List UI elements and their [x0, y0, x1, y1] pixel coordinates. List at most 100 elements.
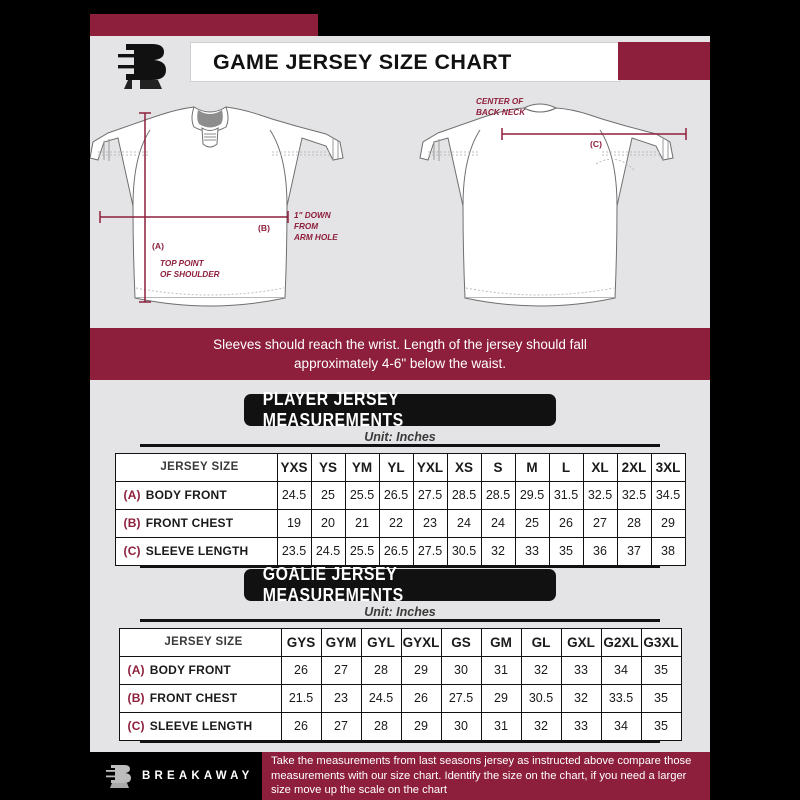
measurement-cell: 33.5: [600, 683, 642, 713]
measurement-cell: 24.5: [360, 683, 402, 713]
measurement-cell: 27.5: [412, 536, 448, 566]
size-header-cell: L: [548, 452, 584, 482]
table-header-row: JERSEY SIZE YXS YS YM YL YXL XS S M L XL 2XL 3XL: [114, 452, 686, 482]
measurement-cell: 24: [446, 508, 482, 538]
measurement-cell: 31: [480, 711, 522, 741]
measurement-cell: 38: [650, 536, 686, 566]
goalie-measurements-table: JERSEY SIZE GYS GYM GYL GYXL GS GM GL GXL G2XL G3X…: [118, 627, 682, 741]
measurement-cell: 27: [320, 711, 362, 741]
measurement-cell: 25: [514, 508, 550, 538]
measurement-cell: 23.5: [276, 536, 312, 566]
measurement-cell: 24.5: [276, 480, 312, 510]
measurement-cell: 30.5: [446, 536, 482, 566]
front-b-marker: (B): [258, 223, 270, 233]
measurement-cell: 29: [650, 508, 686, 538]
row-label: (C) SLEEVE LENGTH: [114, 536, 278, 566]
row-marker: (A): [123, 488, 141, 502]
page-title-box: GAME JERSEY SIZE CHART: [190, 42, 620, 82]
measurement-cell: 32.5: [616, 480, 652, 510]
top-bar-maroon: [90, 14, 318, 36]
measurement-cell: 35: [640, 711, 682, 741]
table-row: (C) SLEEVE LENGTH 26 27 28 29 30 31 32 33 34 35: [118, 711, 682, 741]
measurement-cell: 30.5: [520, 683, 562, 713]
measurement-cell: 29: [400, 655, 442, 685]
measurement-cell: 26.5: [378, 536, 414, 566]
back-measure-lines: [501, 128, 687, 140]
measurement-cell: 37: [616, 536, 652, 566]
top-bar-black: [318, 14, 710, 36]
size-header-cell: GYL: [360, 627, 402, 657]
front-b-text-3: ARM HOLE: [293, 233, 338, 242]
measurement-cell: 27.5: [440, 683, 482, 713]
size-header-cell: XS: [446, 452, 482, 482]
measurement-cell: 25: [310, 480, 346, 510]
size-header-cell: 2XL: [616, 452, 652, 482]
table-row: (B) FRONT CHEST 19 20 21 22 23 24 24 25 26 27 28 29: [114, 508, 686, 538]
front-measure-lines: [99, 112, 289, 303]
player-heading-text: PLAYER JERSEY MEASUREMENTS: [262, 389, 404, 430]
measurement-cell: 26: [280, 655, 322, 685]
row-label: (C) SLEEVE LENGTH: [118, 711, 282, 741]
size-header-cell: YL: [378, 452, 414, 482]
table-row: (B) FRONT CHEST 21.5 23 24.5 26 27.5 29 30.5 32 33…: [118, 683, 682, 713]
measurement-cell: 36: [582, 536, 618, 566]
table-row: (A) BODY FRONT 24.5 25 25.5 26.5 27.5 28.5 28.5 2…: [114, 480, 686, 510]
size-header-cell: YXS: [276, 452, 312, 482]
player-table-botline: [140, 565, 660, 568]
back-c-marker: (C): [590, 139, 602, 149]
measurement-cell: 28: [360, 711, 402, 741]
size-header-cell: M: [514, 452, 550, 482]
top-color-bars: [90, 14, 710, 36]
table-header-row: JERSEY SIZE GYS GYM GYL GYXL GS GM GL GXL G2XL G3X…: [118, 627, 682, 657]
measurement-cell: 26: [400, 683, 442, 713]
table-row: (A) BODY FRONT 26 27 28 29 30 31 32 33 34 35: [118, 655, 682, 685]
measurement-cell: 26: [280, 711, 322, 741]
measurement-cell: 34: [600, 711, 642, 741]
goalie-table-topline: [140, 619, 660, 622]
jersey-diagrams: (A) TOP POINT OF SHOULDER (B) 1" DOWN FR…: [89, 86, 710, 318]
measurement-cell: 32: [520, 655, 562, 685]
measurement-cell: 24.5: [310, 536, 346, 566]
size-header-cell: GS: [440, 627, 482, 657]
goalie-table-botline: [140, 740, 660, 743]
front-b-text-2: FROM: [294, 222, 318, 231]
front-b-text-1: 1" DOWN: [294, 211, 332, 220]
size-header-cell: YXL: [412, 452, 448, 482]
measurement-cell: 27: [582, 508, 618, 538]
measurement-cell: 29: [480, 683, 522, 713]
size-header-cell: S: [480, 452, 516, 482]
footer-instructions-text: Take the measurements from last seasons …: [271, 755, 692, 797]
footer-instructions-block: Take the measurements from last seasons …: [262, 752, 710, 800]
back-center-text-2: BACK NECK: [476, 108, 526, 117]
measurement-cell: 28: [360, 655, 402, 685]
goalie-unit: Unit: Inches: [364, 605, 436, 619]
measurement-cell: 24: [480, 508, 516, 538]
size-header-cell: GYXL: [400, 627, 442, 657]
size-header-cell: GXL: [560, 627, 602, 657]
measurement-cell: 33: [560, 655, 602, 685]
size-header-cell: GM: [480, 627, 522, 657]
measurement-cell: 31.5: [548, 480, 584, 510]
footer-brand-text: BREAKAWAY: [142, 770, 254, 782]
row-marker: (C): [127, 719, 145, 733]
measurement-cell: 35: [548, 536, 584, 566]
player-measurements-table: JERSEY SIZE YXS YS YM YL YXL XS S M L XL 2XL 3XL (A) B…: [114, 452, 686, 566]
measurement-cell: 21.5: [280, 683, 322, 713]
goalie-heading-text: GOALIE JERSEY MEASUREMENTS: [262, 564, 404, 605]
size-header-cell: G3XL: [640, 627, 682, 657]
measurement-cell: 33: [560, 711, 602, 741]
jersey-size-header: JERSEY SIZE: [114, 452, 278, 482]
row-label: (A) BODY FRONT: [118, 655, 282, 685]
measurement-cell: 23: [412, 508, 448, 538]
measurement-cell: 27: [320, 655, 362, 685]
front-a-text-2: OF SHOULDER: [160, 270, 220, 279]
measurement-cell: 35: [640, 655, 682, 685]
measurement-cell: 34.5: [650, 480, 686, 510]
note-banner: Sleeves should reach the wrist. Length o…: [90, 328, 710, 380]
measurement-cell: 35: [640, 683, 682, 713]
front-a-text-1: TOP POINT: [160, 259, 205, 268]
player-table-topline: [140, 444, 660, 447]
measurement-cell: 20: [310, 508, 346, 538]
measurement-cell: 32.5: [582, 480, 618, 510]
size-chart-sheet: GAME JERSEY SIZE CHART: [89, 14, 710, 800]
